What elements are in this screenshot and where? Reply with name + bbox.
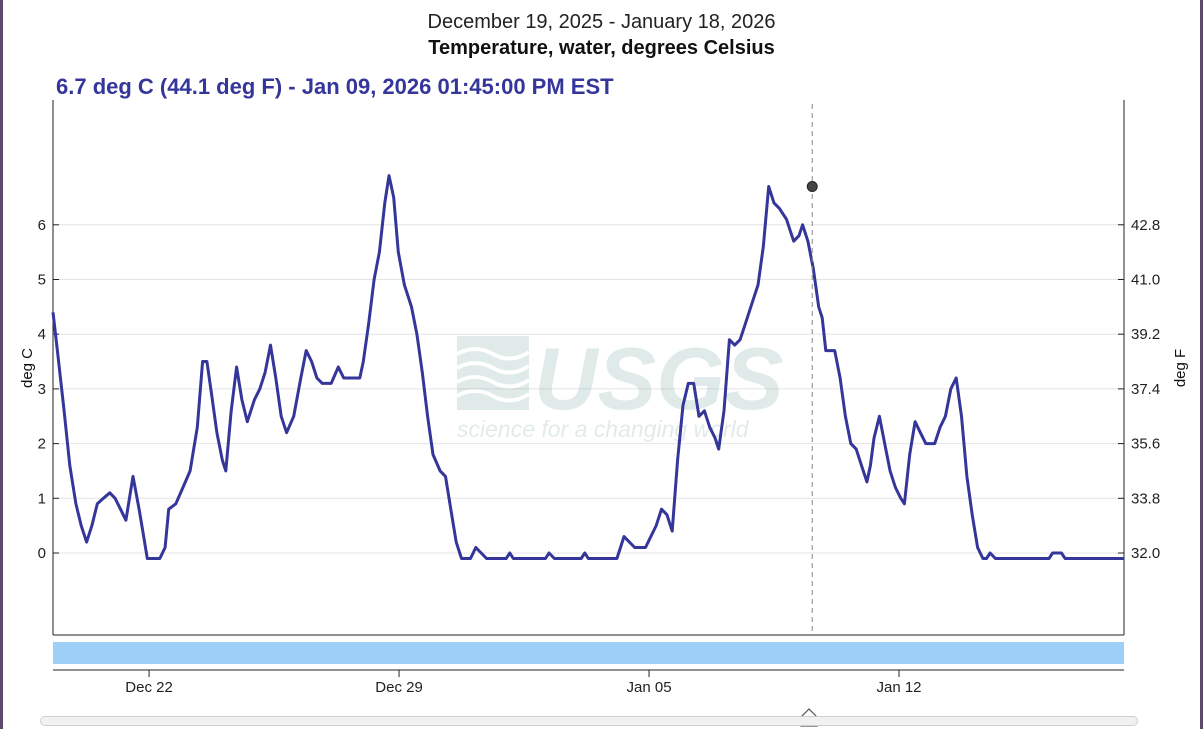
window-frame-right — [1200, 0, 1203, 729]
usgs-watermark: USGS science for a changing world — [456, 329, 783, 442]
gridlines — [53, 224, 1124, 554]
plot-frame — [52, 100, 1125, 636]
x-tick-label: Jan 05 — [627, 679, 672, 696]
right-tick-label: 33.8 — [1131, 490, 1160, 507]
right-tick-label: 41.0 — [1131, 272, 1160, 289]
time-slider-track[interactable] — [40, 716, 1138, 726]
usgs-wave-logo — [456, 336, 531, 410]
left-axis-ticks: 0 1 2 3 4 5 6 — [38, 217, 59, 562]
right-tick-label: 39.2 — [1131, 326, 1160, 343]
x-tick-label: Dec 29 — [375, 679, 423, 696]
temperature-series-line — [51, 174, 1124, 560]
right-tick-label: 32.0 — [1131, 545, 1160, 562]
left-tick-label: 5 — [38, 272, 46, 289]
window-frame-left — [0, 0, 3, 729]
right-tick-label: 42.8 — [1131, 217, 1160, 234]
x-tick-label: Dec 22 — [125, 679, 173, 696]
left-tick-label: 1 — [38, 490, 46, 507]
right-axis-ticks: 32.0 33.8 35.6 37.4 39.2 41.0 42.8 — [1118, 217, 1160, 562]
data-approval-bar — [53, 642, 1124, 664]
right-axis-title: deg F — [1172, 349, 1189, 387]
left-tick-label: 4 — [38, 326, 46, 343]
x-axis-ticks: Dec 22 Dec 29 Jan 05 Jan 12 — [125, 670, 922, 696]
right-tick-label: 35.6 — [1131, 436, 1160, 453]
left-tick-label: 3 — [38, 381, 46, 398]
right-tick-label: 37.4 — [1131, 381, 1160, 398]
hover-point-marker — [806, 181, 818, 193]
left-axis-title: deg C — [19, 348, 36, 388]
usgs-watermark-tagline: science for a changing world — [457, 416, 750, 442]
hover-readout: 6.7 deg C (44.1 deg F) - Jan 09, 2026 01… — [56, 74, 614, 99]
usgs-watermark-text: USGS — [534, 329, 783, 428]
x-tick-label: Jan 12 — [876, 679, 921, 696]
date-range-title: December 19, 2025 - January 18, 2026 — [427, 11, 776, 33]
left-tick-label: 6 — [38, 217, 46, 234]
left-tick-label: 0 — [38, 545, 46, 562]
left-tick-label: 2 — [38, 436, 46, 453]
parameter-title: Temperature, water, degrees Celsius — [428, 37, 775, 59]
